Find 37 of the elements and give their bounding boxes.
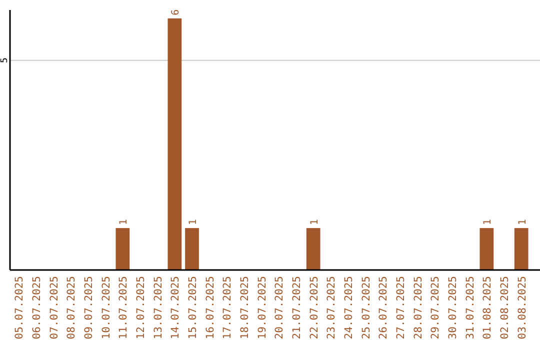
x-tick-label: 23.07.2025 [326,276,338,340]
x-tick-label: 05.07.2025 [14,276,26,340]
x-tick-label: 17.07.2025 [222,276,234,340]
x-tick-label: 13.07.2025 [152,276,164,340]
x-tick-label: 29.07.2025 [430,276,442,340]
data-label: 1 [188,219,199,226]
data-label: 1 [517,219,528,226]
data-label: 1 [118,219,130,226]
x-tick-label: 25.07.2025 [360,276,372,340]
x-tick-label: 22.07.2025 [308,276,320,340]
x-tick-label: 03.08.2025 [516,276,528,340]
x-tick-label: 31.07.2025 [464,276,476,340]
x-tick-label: 30.07.2025 [447,276,459,340]
x-tick-label: 10.07.2025 [100,276,112,340]
x-tick-label: 02.08.2025 [499,276,511,340]
x-tick-label: 09.07.2025 [83,276,95,340]
x-tick-label: 24.07.2025 [343,276,355,340]
data-label: 1 [482,219,494,226]
x-tick-label: 20.07.2025 [274,276,286,340]
data-label: 6 [170,9,182,16]
x-tick-label: 18.07.2025 [239,276,251,340]
x-tick-label: 26.07.2025 [378,276,390,340]
x-tick-label: 28.07.2025 [412,276,424,340]
x-tick-label: 21.07.2025 [291,276,303,340]
x-tick-label: 16.07.2025 [204,276,216,340]
x-tick-label: 06.07.2025 [31,276,43,340]
x-tick-label: 19.07.2025 [256,276,268,340]
x-tick-label: 14.07.2025 [170,276,182,340]
x-tick-label: 08.07.2025 [66,276,78,340]
data-label: 1 [309,219,320,226]
x-tick-label: 15.07.2025 [187,276,199,340]
x-tick-label: 11.07.2025 [118,276,130,340]
y-tick-label: 5 [0,58,10,64]
x-tick-label: 12.07.2025 [135,276,147,340]
x-tick-label: 27.07.2025 [395,276,407,340]
x-tick-label: 07.07.2025 [48,276,60,340]
x-tick-label: 01.08.2025 [482,276,494,340]
